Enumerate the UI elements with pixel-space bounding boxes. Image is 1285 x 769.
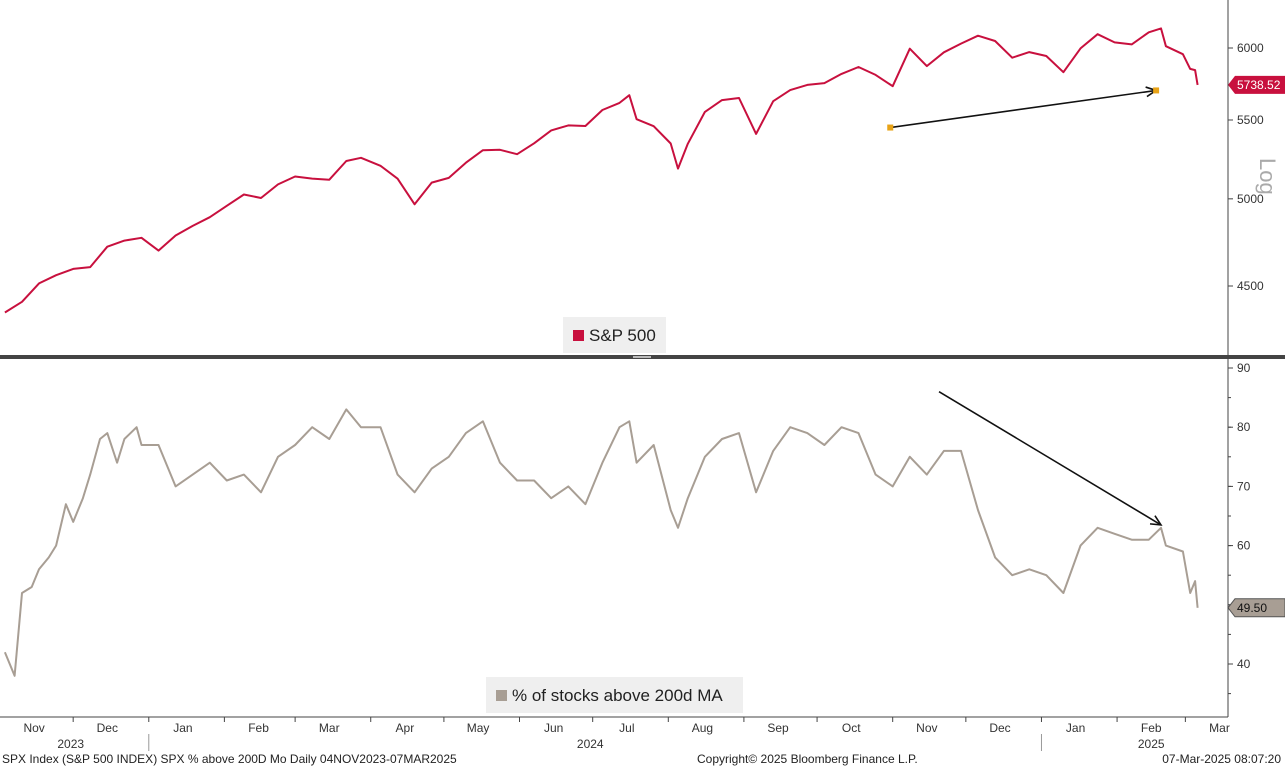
divider-handle bbox=[633, 356, 651, 358]
last-value-label: 5738.52 bbox=[1237, 78, 1281, 92]
month-label: Nov bbox=[23, 721, 44, 735]
y-tick-label: 5500 bbox=[1237, 113, 1264, 127]
month-label: Sep bbox=[767, 721, 789, 735]
legend-box bbox=[486, 677, 743, 713]
month-label: Nov bbox=[916, 721, 937, 735]
legend-swatch bbox=[496, 690, 507, 701]
month-label: May bbox=[467, 721, 490, 735]
y-tick-label: 90 bbox=[1237, 361, 1251, 375]
y-tick-label: 5000 bbox=[1237, 192, 1264, 206]
y-tick-label: 40 bbox=[1237, 657, 1251, 671]
series-line bbox=[3, 408, 1199, 677]
x-axis: Nov Dec Jan Feb Mar Apr May Jun Jul Aug Sep Oct Nov D… bbox=[23, 717, 1230, 751]
month-label: Jul bbox=[619, 721, 634, 735]
last-value-label: 49.50 bbox=[1237, 601, 1267, 615]
trend-arrow-line bbox=[890, 89, 1157, 129]
y-tick-label: 70 bbox=[1237, 479, 1251, 493]
trend-anchor-end bbox=[1153, 87, 1160, 94]
y-tick-label: 4500 bbox=[1237, 279, 1264, 293]
series-line bbox=[4, 27, 1199, 314]
y-tick-label: 6000 bbox=[1237, 41, 1264, 55]
month-label: Feb bbox=[248, 721, 269, 735]
breadth-panel: 40506070809049.50% of stocks above 200d … bbox=[3, 361, 1285, 713]
month-label: Aug bbox=[692, 721, 713, 735]
trend-arrow-line bbox=[938, 390, 1162, 526]
month-label: Feb bbox=[1141, 721, 1162, 735]
month-label: Dec bbox=[989, 721, 1010, 735]
footer-copyright: Copyright© 2025 Bloomberg Finance L.P. bbox=[697, 752, 918, 766]
month-label: Jan bbox=[1066, 721, 1085, 735]
last-value-tag bbox=[1228, 75, 1285, 94]
month-label: Apr bbox=[396, 721, 415, 735]
trend-anchor-start bbox=[887, 124, 894, 131]
month-label: Mar bbox=[1209, 721, 1230, 735]
footer-source: SPX Index (S&P 500 INDEX) SPX % above 20… bbox=[2, 752, 457, 766]
month-label: Jan bbox=[173, 721, 192, 735]
y-tick-label: 80 bbox=[1237, 420, 1251, 434]
legend-swatch bbox=[573, 330, 584, 341]
scale-label: Log bbox=[1255, 158, 1280, 195]
footer-timestamp: 07-Mar-2025 08:07:20 bbox=[1162, 752, 1281, 766]
month-label: Jun bbox=[544, 721, 563, 735]
legend-label: % of stocks above 200d MA bbox=[512, 686, 723, 705]
year-label: 2025 bbox=[1138, 737, 1165, 751]
last-value-tag bbox=[1227, 598, 1285, 618]
y-tick-label: 60 bbox=[1237, 539, 1251, 553]
month-label: Oct bbox=[842, 721, 861, 735]
year-label: 2024 bbox=[577, 737, 604, 751]
year-label: 2023 bbox=[57, 737, 84, 751]
month-label: Mar bbox=[319, 721, 340, 735]
legend-label: S&P 500 bbox=[589, 326, 656, 345]
sp500-panel: 4500 5000 5500 6000 5738.52 S&P 500 Log bbox=[4, 27, 1285, 353]
month-label: Dec bbox=[97, 721, 118, 735]
trend-arrow-head bbox=[1149, 515, 1163, 526]
